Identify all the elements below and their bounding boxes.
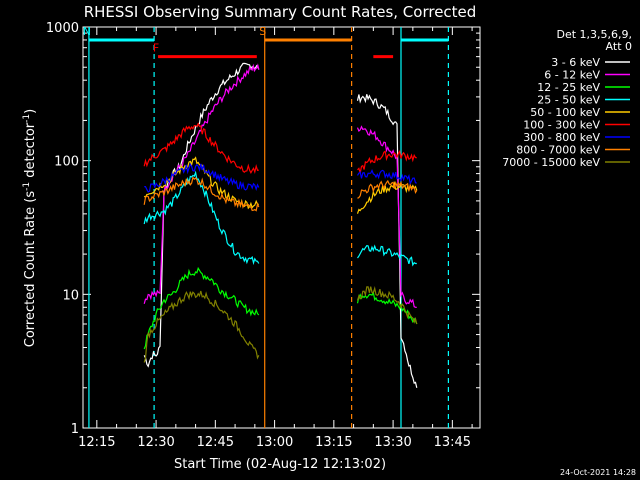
flag-label: S [259,25,266,38]
svg-text:Corrected Count Rate (s-1 dete: Corrected Count Rate (s-1 detector-1) [22,109,38,347]
y-axis-label-mid: detector [23,122,38,182]
legend-label: 3 - 6 keV [551,56,600,69]
series-line-3-6-kev [356,94,418,388]
y-axis-label-sup1: -1 [22,182,32,191]
x-tick-label: 12:15 [78,435,115,450]
y-axis-label: Corrected Count Rate (s-1 detector-1) [22,109,38,347]
x-tick-label: 13:45 [434,435,471,450]
y-axis-label-end: ) [23,109,38,114]
series-line-100-300-kev [357,149,417,174]
legend-label: 50 - 100 keV [530,106,600,119]
y-tick-label: 1 [71,422,79,437]
y-axis-label-sup2: -1 [22,114,32,123]
series-line-800-7000-kev [357,179,418,199]
legend-label: 6 - 12 keV [544,69,600,82]
series-line-12-25-kev [143,266,260,350]
x-tick-label: 13:00 [256,435,293,450]
series-line-7000-15000-kev [143,290,260,363]
y-axis-label-main: Corrected Count Rate (s [23,191,38,348]
plot-frame [82,26,481,429]
x-tick-label: 13:30 [374,435,411,450]
series-line-100-300-kev [143,122,259,174]
series-line-25-50-kev [143,170,260,266]
legend-label: 300 - 800 keV [523,131,600,144]
legend-label: 100 - 300 keV [523,119,600,132]
series-line-300-800-kev [144,162,260,193]
series-line-800-7000-kev [143,176,260,212]
series-line-25-50-kev [357,244,417,267]
series-line-12-25-kev [356,290,418,325]
series-line-300-800-kev [356,168,417,186]
legend-label: 25 - 50 keV [537,94,600,107]
series-line-50-100-kev [356,180,418,214]
plot-area: 1 10 100 1000 12:15 12:30 12:45 13:00 13:15 13:30… [46,21,481,450]
x-tick-label: 13:15 [315,435,352,450]
x-tick-label: 12:45 [197,435,234,450]
legend-label: 12 - 25 keV [537,81,600,94]
series-line-6-12-kev [356,125,417,308]
y-tick-label: 1000 [46,21,79,36]
x-axis-label: Start Time (02-Aug-12 12:13:02) [174,457,386,472]
legend-label: 7000 - 15000 keV [502,156,600,169]
flag-label: F [153,42,159,55]
series-line-6-12-kev [143,63,260,304]
timestamp: 24-Oct-2021 14:28 [560,468,636,477]
legend-header-line2: Att 0 [606,40,632,53]
chart-title: RHESSI Observing Summary Count Rates, Co… [84,3,477,21]
y-tick-label: 100 [54,155,79,170]
x-tick-label: 12:30 [137,435,174,450]
legend-header-line1: Det 1,3,5,6,9, [556,28,632,41]
legend-label: 800 - 7000 keV [516,144,600,157]
flag-label: N [83,25,91,38]
series-line-7000-15000-kev [356,286,418,325]
y-tick-label: 10 [62,288,79,303]
